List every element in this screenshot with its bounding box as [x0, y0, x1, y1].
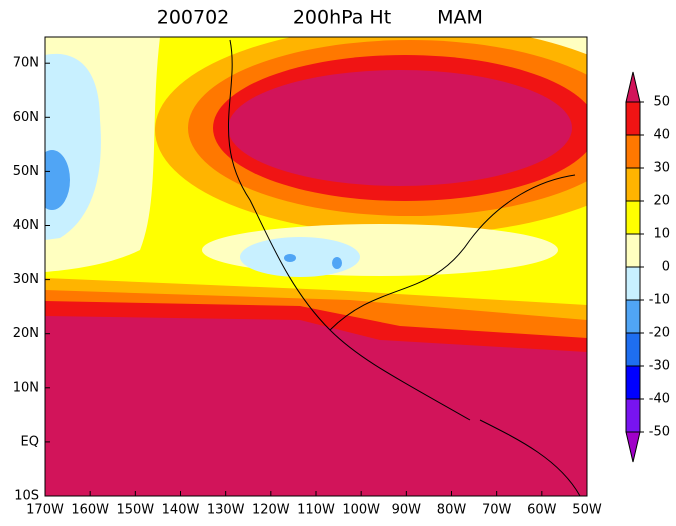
lon-label: 110W [297, 503, 335, 518]
colorbar-label: 40 [653, 128, 670, 143]
lon-label: 120W [252, 503, 290, 518]
colorbar-box [625, 134, 641, 169]
lat-label: 70N [13, 56, 39, 71]
colorbar-box [625, 365, 641, 400]
lon-label: 70W [482, 503, 512, 518]
colorbar-label: -50 [649, 425, 670, 440]
colorbar-box [625, 398, 641, 433]
colorbar-box [625, 299, 641, 334]
colorbar-label: 0 [662, 260, 670, 275]
title-season: MAM [437, 7, 483, 29]
colorbar-end [625, 431, 641, 463]
lon-label: 80W [437, 503, 467, 518]
lat-label: 60N [13, 110, 39, 125]
lon-label: 100W [342, 503, 380, 518]
lat-label: 40N [13, 218, 39, 233]
colorbar-box [625, 101, 641, 136]
lon-label: 140W [162, 503, 200, 518]
colorbar-box [625, 167, 641, 202]
colorbar-box [625, 266, 641, 301]
fill [228, 70, 572, 186]
colorbar-label: 50 [653, 95, 670, 110]
lat-label: 50N [13, 164, 39, 179]
lon-label: 90W [392, 503, 422, 518]
colorbar-label: -30 [649, 359, 670, 374]
colorbar-label: 10 [653, 227, 670, 242]
coastline [227, 39, 581, 496]
lat-label: 30N [13, 272, 39, 287]
colorbar-end [625, 71, 641, 103]
fill [45, 150, 70, 210]
lat-label: EQ [21, 434, 39, 449]
colorbar-box [625, 233, 641, 268]
lon-label: 130W [207, 503, 245, 518]
fill [240, 237, 360, 277]
colorbar-label: -20 [649, 326, 670, 341]
lon-label: 150W [116, 503, 154, 518]
lat-label: 10N [13, 380, 39, 395]
colorbar-label: -40 [649, 392, 670, 407]
title-date: 200702 [157, 7, 230, 29]
fill [332, 257, 342, 269]
colorbar-label: -10 [649, 293, 670, 308]
contour-field [45, 37, 587, 496]
title-field: 200hPa Ht [293, 7, 391, 29]
lon-label: 50W [572, 503, 602, 518]
fill [284, 254, 296, 262]
lon-label: 170W [26, 503, 64, 518]
colorbar-label: 30 [653, 161, 670, 176]
lon-label: 160W [71, 503, 109, 518]
lon-label: 60W [527, 503, 557, 518]
colorbar-box [625, 332, 641, 367]
lat-label: 10S [14, 489, 39, 504]
colorbar-box [625, 200, 641, 235]
lat-label: 20N [13, 326, 39, 341]
colorbar-label: 20 [653, 194, 670, 209]
